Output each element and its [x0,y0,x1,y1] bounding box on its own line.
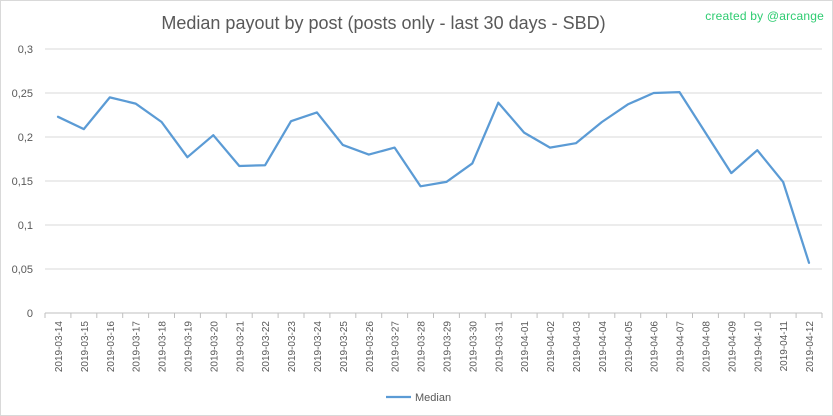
x-tick-label: 2019-04-07 [676,321,687,373]
x-tick-label: 2019-04-04 [598,321,609,373]
x-tick-label: 2019-03-19 [183,321,194,373]
x-tick-label: 2019-03-30 [468,321,479,373]
x-tick-label: 2019-03-31 [494,321,505,373]
y-tick-label: 0 [27,308,33,320]
x-tick-label: 2019-03-20 [209,321,220,373]
x-tick-label: 2019-04-01 [520,321,531,373]
x-tick-label: 2019-03-18 [158,321,169,373]
y-tick-label: 0,05 [12,264,33,276]
x-tick-label: 2019-04-11 [779,321,790,372]
x-tick-label: 2019-04-03 [572,321,583,373]
credit-label: created by @arcange [705,9,824,23]
x-tick-label: 2019-03-27 [391,321,402,373]
x-tick-label: 2019-04-09 [727,321,738,373]
x-tick-label: 2019-03-17 [132,321,143,373]
y-tick-label: 0,3 [18,44,33,56]
x-tick-label: 2019-04-05 [624,321,635,373]
x-tick-label: 2019-04-02 [546,321,557,373]
x-tick-label: 2019-04-06 [650,321,661,373]
y-tick-label: 0,1 [18,220,33,232]
x-tick-label: 2019-04-10 [753,321,764,373]
x-tick-label: 2019-04-12 [805,321,816,373]
x-tick-label: 2019-03-15 [80,321,91,373]
x-tick-label: 2019-03-26 [365,321,376,373]
y-tick-label: 0,25 [12,88,33,100]
chart-title: Median payout by post (posts only - last… [161,13,606,33]
y-tick-label: 0,15 [12,176,33,188]
x-tick-label: 2019-03-14 [54,321,65,373]
x-tick-label: 2019-03-28 [417,321,428,373]
x-tick-label: 2019-03-23 [287,321,298,373]
legend-label: Median [415,392,451,404]
x-tick-label: 2019-03-25 [339,321,350,373]
x-tick-label: 2019-03-16 [106,321,117,373]
series-line-median [56,90,811,264]
x-tick-label: 2019-04-08 [701,321,712,373]
x-tick-label: 2019-03-29 [442,321,453,373]
x-tick-label: 2019-03-21 [235,321,246,373]
x-tick-label: 2019-03-22 [261,321,272,373]
x-tick-label: 2019-03-24 [313,321,324,373]
y-tick-label: 0,2 [18,132,33,144]
